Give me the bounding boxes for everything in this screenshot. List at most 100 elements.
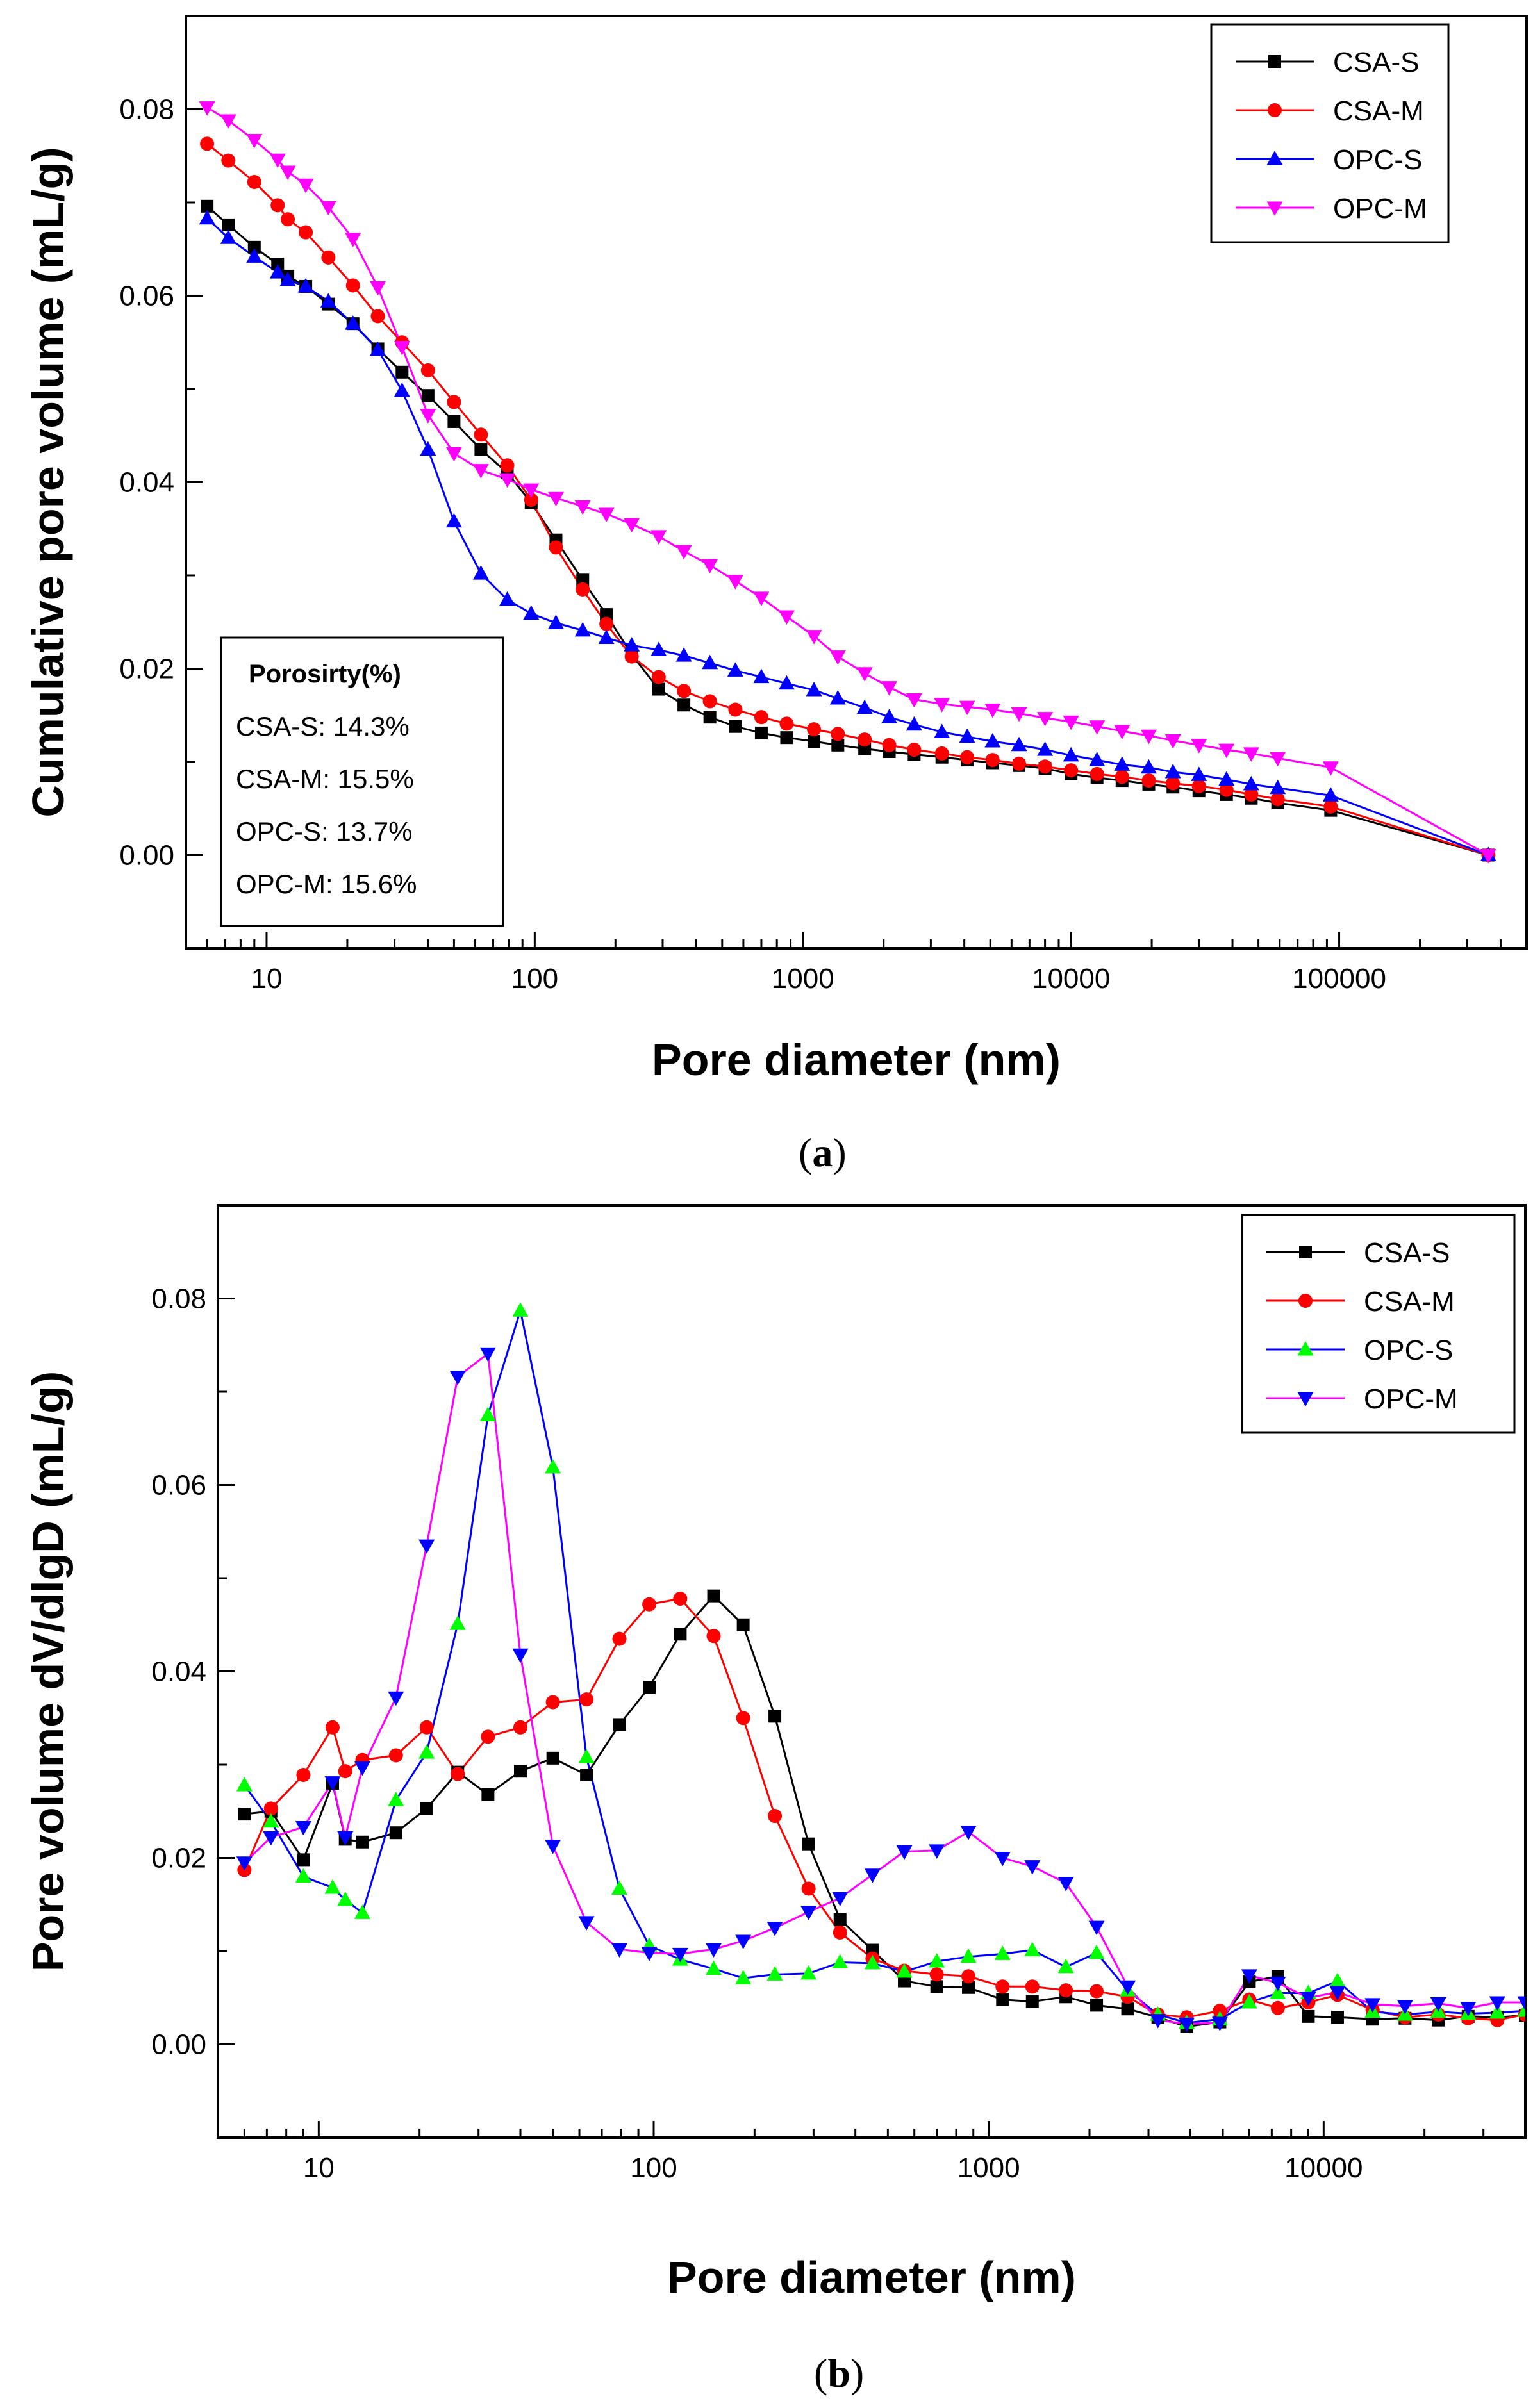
data-point-opc-m (388, 1691, 404, 1706)
data-point-opc-m (611, 1943, 627, 1958)
data-point-csa-s (780, 731, 793, 745)
y-axis: 0.00 0.02 0.04 0.06 0.08 (151, 1204, 235, 2139)
data-point-opc-s (1191, 766, 1207, 781)
data-point-opc-m (220, 114, 236, 129)
panel-label: (b) (814, 2350, 864, 2396)
data-point-csa-m (1025, 1979, 1040, 1994)
data-point-opc-s (598, 629, 615, 644)
data-point-opc-m (1011, 707, 1027, 722)
data-point-opc-m (778, 610, 795, 625)
data-point-csa-s (768, 1710, 782, 1723)
data-point-opc-m (856, 667, 873, 682)
y-tick-label: 0.02 (151, 1843, 206, 1874)
data-point-opc-m (1024, 1860, 1041, 1875)
data-point-opc-m (1141, 729, 1157, 745)
data-point-opc-s (766, 1966, 783, 1981)
data-point-opc-m (735, 1934, 752, 1949)
y-axis: 0.00 0.02 0.04 0.06 0.08 (119, 15, 203, 950)
legend-label: CSA-S (1364, 1237, 1450, 1269)
x-tick-label: 10000 (1284, 2152, 1363, 2184)
data-point-opc-s (337, 1891, 354, 1906)
data-point-csa-m (420, 363, 435, 377)
data-point-opc-m (512, 1648, 529, 1663)
data-point-opc-s (906, 716, 922, 731)
data-point-opc-s (394, 382, 410, 397)
data-point-opc-m (472, 464, 489, 479)
data-point-opc-s (778, 675, 795, 690)
data-point-opc-m (337, 1831, 354, 1846)
legend-label: OPC-S (1364, 1335, 1453, 1366)
data-point-opc-s (199, 210, 215, 225)
data-point-opc-s (1024, 1942, 1041, 1957)
data-point-opc-m (984, 704, 1001, 718)
data-point-opc-s (220, 229, 236, 244)
data-point-csa-s (222, 218, 235, 231)
data-point-opc-m (420, 409, 436, 424)
data-point-opc-m (1218, 743, 1235, 759)
x-tick-label: 100 (511, 963, 558, 994)
data-point-csa-m (524, 493, 538, 507)
legend-label: CSA-M (1364, 1286, 1455, 1317)
data-point-opc-m (1057, 1877, 1074, 1892)
data-point-opc-s (1063, 746, 1079, 762)
data-point-csa-s (707, 1589, 720, 1603)
y-tick-label: 0.08 (119, 94, 174, 126)
data-point-opc-m (479, 1347, 496, 1362)
data-point-opc-m (641, 1947, 658, 1961)
data-point-csa-m (451, 1767, 465, 1781)
data-point-csa-m (321, 250, 336, 265)
data-point-opc-m (394, 341, 410, 356)
data-point-csa-s (238, 1808, 251, 1821)
data-point-opc-m (1322, 761, 1339, 776)
porosity-box: Porosirty(%) CSA-S: 14.3% CSA-M: 15.5% OPC-… (220, 636, 504, 927)
data-point-opc-m (624, 518, 640, 532)
data-point-opc-s (994, 1945, 1011, 1960)
data-point-opc-m (650, 530, 667, 545)
data-point-csa-s (613, 1718, 626, 1731)
data-point-opc-m (1517, 1996, 1525, 2011)
porosity-value: CSA-M: 15.5% (236, 764, 414, 794)
porosity-box-frame (220, 636, 504, 927)
x-axis-title: Pore diameter (nm) (652, 1035, 1061, 1085)
legend-marker (1299, 1246, 1312, 1258)
data-point-csa-m (1141, 773, 1156, 788)
data-point-opc-s (1114, 756, 1131, 771)
data-point-opc-m (706, 1943, 722, 1958)
data-point-opc-m (547, 491, 564, 507)
data-point-csa-m (1270, 2000, 1285, 2015)
data-point-opc-s (1164, 764, 1181, 779)
legend-label: OPC-S (1333, 144, 1422, 176)
data-point-csa-s (729, 720, 742, 733)
series-group (236, 1302, 1525, 2033)
data-point-opc-s (800, 1965, 817, 1980)
data-point-csa-m (706, 1629, 721, 1644)
data-point-opc-s (354, 1904, 370, 1919)
data-point-csa-m (579, 1692, 594, 1707)
data-point-csa-s (674, 1628, 687, 1641)
data-point-csa-s (1302, 2009, 1315, 2023)
data-point-csa-m (345, 278, 360, 293)
data-point-opc-s (929, 1953, 945, 1968)
data-point-csa-m (447, 395, 461, 409)
data-point-opc-m (1396, 2000, 1413, 2015)
data-point-opc-s (295, 1868, 311, 1883)
chart-b: 10 100 1000 10000 0.00 0.02 0.04 0.06 0.08 Pore d… (23, 1204, 1527, 2396)
legend-marker (1266, 201, 1283, 216)
data-point-opc-s (881, 709, 898, 723)
data-point-opc-m (1120, 1980, 1136, 1995)
data-point-csa-m (1191, 779, 1206, 793)
data-point-csa-m (728, 702, 743, 717)
x-tick-label: 1000 (772, 963, 834, 994)
data-point-opc-m (297, 178, 314, 194)
legend-marker (1268, 103, 1282, 117)
y-tick-label: 0.04 (119, 467, 174, 499)
data-point-opc-m (829, 650, 846, 665)
legend-label: OPC-M (1333, 193, 1427, 224)
data-point-csa-s (962, 1981, 975, 1994)
data-point-csa-m (296, 1768, 311, 1783)
y-tick-label: 0.00 (151, 2029, 206, 2061)
data-point-csa-m (1090, 766, 1104, 781)
panel-label: (a) (799, 1130, 847, 1175)
y-tick-label: 0.06 (119, 281, 174, 312)
data-point-csa-m (677, 684, 692, 698)
